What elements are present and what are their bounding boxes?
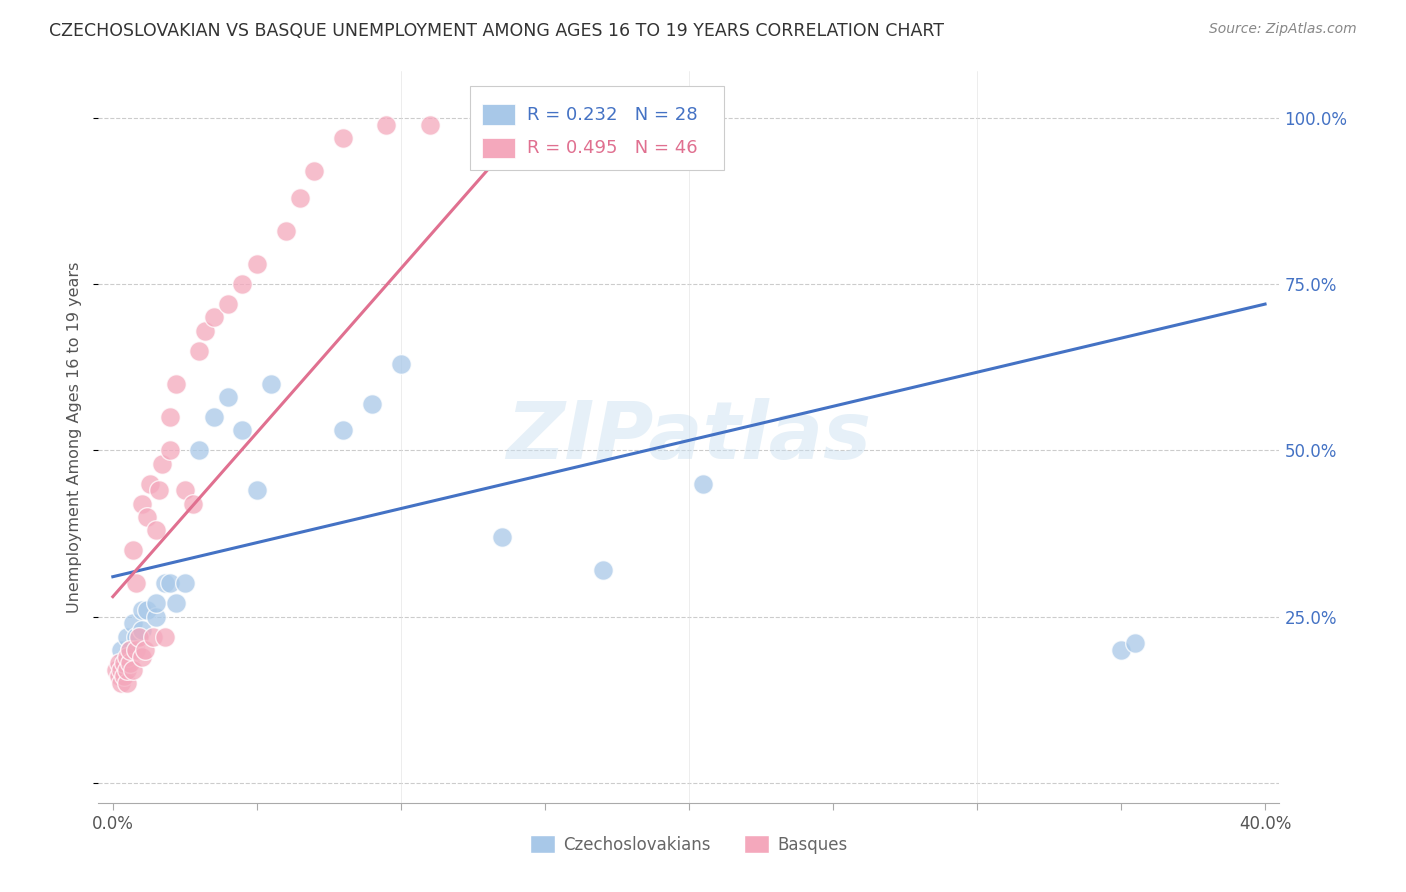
Point bbox=[231, 277, 253, 292]
Text: Source: ZipAtlas.com: Source: ZipAtlas.com bbox=[1209, 22, 1357, 37]
Point bbox=[115, 649, 138, 664]
Point bbox=[389, 357, 412, 371]
Point bbox=[125, 643, 148, 657]
FancyBboxPatch shape bbox=[471, 86, 724, 170]
Point bbox=[112, 656, 135, 670]
Point bbox=[692, 476, 714, 491]
Point bbox=[217, 390, 239, 404]
Point bbox=[125, 630, 148, 644]
Point bbox=[194, 324, 217, 338]
Point bbox=[592, 563, 614, 577]
Text: CZECHOSLOVAKIAN VS BASQUE UNEMPLOYMENT AMONG AGES 16 TO 19 YEARS CORRELATION CHA: CZECHOSLOVAKIAN VS BASQUE UNEMPLOYMENT A… bbox=[49, 22, 945, 40]
Point bbox=[136, 603, 159, 617]
Point bbox=[1125, 636, 1147, 650]
FancyBboxPatch shape bbox=[482, 104, 516, 125]
Point bbox=[145, 609, 167, 624]
Point bbox=[332, 424, 354, 438]
Text: R = 0.495   N = 46: R = 0.495 N = 46 bbox=[527, 139, 697, 157]
Point bbox=[128, 630, 150, 644]
Point bbox=[110, 643, 132, 657]
Point bbox=[115, 663, 138, 677]
Point bbox=[246, 257, 269, 271]
Point bbox=[491, 530, 513, 544]
Point bbox=[534, 118, 557, 132]
Point bbox=[153, 630, 176, 644]
FancyBboxPatch shape bbox=[482, 138, 516, 159]
Point bbox=[304, 164, 326, 178]
Point bbox=[134, 643, 156, 657]
Point bbox=[159, 576, 181, 591]
Point bbox=[107, 656, 129, 670]
Point bbox=[131, 623, 153, 637]
Point bbox=[361, 397, 384, 411]
Point bbox=[131, 497, 153, 511]
Point bbox=[131, 649, 153, 664]
Point bbox=[142, 630, 165, 644]
Point bbox=[122, 663, 145, 677]
Text: R = 0.232   N = 28: R = 0.232 N = 28 bbox=[527, 105, 697, 123]
Point bbox=[120, 643, 142, 657]
Point bbox=[332, 131, 354, 145]
Point bbox=[375, 118, 398, 132]
Point bbox=[159, 443, 181, 458]
Point bbox=[217, 297, 239, 311]
Legend: Czechoslovakians, Basques: Czechoslovakians, Basques bbox=[523, 829, 855, 860]
Point bbox=[173, 576, 195, 591]
Point bbox=[120, 643, 142, 657]
Point bbox=[110, 676, 132, 690]
Point bbox=[159, 410, 181, 425]
Point bbox=[115, 676, 138, 690]
Point bbox=[131, 603, 153, 617]
Point bbox=[115, 630, 138, 644]
Point bbox=[183, 497, 205, 511]
Point bbox=[125, 576, 148, 591]
Point bbox=[188, 443, 211, 458]
Point bbox=[477, 118, 499, 132]
Point bbox=[165, 596, 187, 610]
Point bbox=[202, 410, 225, 425]
Point bbox=[107, 669, 129, 683]
Point bbox=[1109, 643, 1132, 657]
Point bbox=[188, 343, 211, 358]
Point bbox=[173, 483, 195, 498]
Point bbox=[122, 543, 145, 558]
Point bbox=[419, 118, 441, 132]
Text: ZIPatlas: ZIPatlas bbox=[506, 398, 872, 476]
Point bbox=[145, 523, 167, 537]
Point bbox=[288, 191, 311, 205]
Point bbox=[153, 576, 176, 591]
Point bbox=[112, 669, 135, 683]
Point bbox=[139, 476, 162, 491]
Point bbox=[145, 596, 167, 610]
Point bbox=[136, 509, 159, 524]
Y-axis label: Unemployment Among Ages 16 to 19 years: Unemployment Among Ages 16 to 19 years bbox=[67, 261, 83, 613]
Point bbox=[148, 483, 170, 498]
Point bbox=[110, 663, 132, 677]
Point bbox=[165, 376, 187, 391]
Point bbox=[260, 376, 283, 391]
Point bbox=[246, 483, 269, 498]
Point bbox=[150, 457, 173, 471]
Point bbox=[122, 616, 145, 631]
Point bbox=[104, 663, 127, 677]
Point bbox=[202, 310, 225, 325]
Point bbox=[274, 224, 297, 238]
Point bbox=[231, 424, 253, 438]
Point bbox=[120, 656, 142, 670]
